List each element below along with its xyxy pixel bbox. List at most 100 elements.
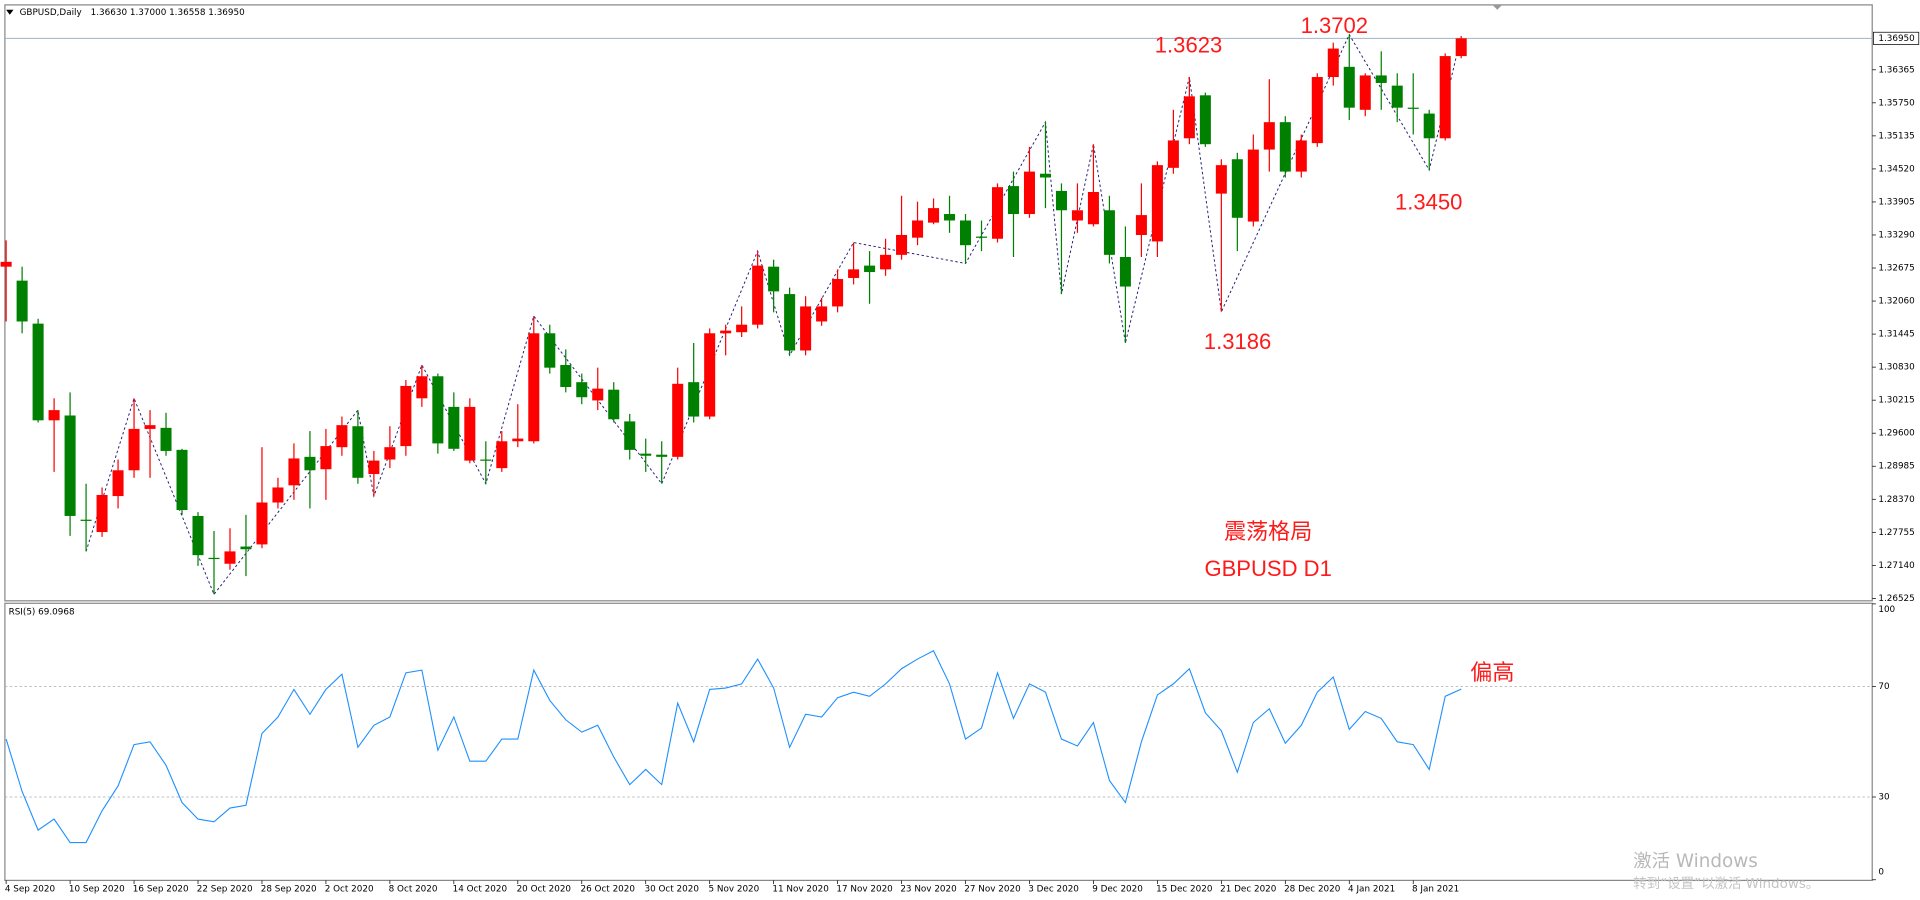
candle-body [1375,75,1387,83]
candle-body [1119,257,1131,287]
candle-body [928,208,940,223]
candle-body [384,447,396,460]
watermark: 转到“设置”以激活 Windows。 [1633,876,1819,892]
candle-body [1247,149,1259,222]
candle-body [960,220,972,246]
candle-body [128,428,140,471]
y-tick-label: 1.30830 [1878,363,1915,373]
candle-body [1343,66,1355,108]
zigzag-line [85,33,1462,596]
y-tick-label: 1.30215 [1878,396,1914,406]
rsi-annotation: 偏高 [1470,660,1514,685]
menu-arrow[interactable] [6,9,14,15]
candle-body [1295,140,1307,172]
candle-body [304,456,316,471]
x-tick-label: 15 Dec 2020 [1156,884,1213,894]
x-tick-label: 8 Jan 2021 [1412,884,1459,894]
candle-body [480,459,492,461]
candle-body [176,449,188,511]
annotation: 1.3623 [1155,32,1222,57]
candle-body [848,269,860,278]
candle-body [800,306,812,351]
annotation: GBPUSD D1 [1204,556,1331,581]
candle-body [112,470,124,497]
candle-body [1423,113,1435,139]
candle-body [1167,140,1179,168]
watermark: 激活 Windows [1633,851,1758,872]
candle-body [864,265,876,273]
candle-body [576,382,588,398]
candle-body [656,454,668,457]
x-tick-label: 17 Nov 2020 [836,884,893,894]
candle-body [320,446,332,470]
candle-body [1007,186,1019,215]
candle-body [288,458,300,486]
candle-body [608,389,620,420]
x-tick-label: 2 Oct 2020 [325,884,374,894]
y-tick-label: 1.28370 [1878,495,1915,505]
y-tick-label: 70 [1878,682,1890,692]
x-tick-label: 28 Dec 2020 [1284,884,1341,894]
x-tick-label: 23 Nov 2020 [900,884,957,894]
candle-body [400,385,412,447]
x-tick-label: 5 Nov 2020 [708,884,759,894]
annotation: 1.3186 [1204,329,1271,354]
y-tick-label: 1.29600 [1878,429,1915,439]
candle-body [272,487,284,503]
shift-marker [1492,4,1503,10]
candle-body [416,376,428,399]
main-panel [4,4,1873,602]
rsi-line [5,650,1462,844]
x-tick-label: 28 Sep 2020 [261,884,317,894]
candle-body [880,254,892,270]
y-tick-label: 1.28985 [1878,462,1914,472]
candle-body [1103,210,1115,255]
candle-body [1439,56,1451,139]
candle-body [1455,38,1467,57]
y-tick-label: 1.36365 [1878,65,1914,75]
x-tick-label: 11 Nov 2020 [772,884,829,894]
candle-body [592,388,604,401]
y-tick-label: 1.33905 [1878,197,1914,207]
y-tick-label: 30 [1878,793,1890,803]
candle-body [528,333,540,442]
rsi-title: RSI(5) 69.0968 [9,607,75,617]
candle-body [624,421,636,450]
header-value: 1.36558 [169,8,205,18]
y-tick-label: 1.35750 [1878,98,1915,108]
x-tick-label: 10 Sep 2020 [69,884,125,894]
candle-body [672,383,684,457]
candle-body [944,214,956,221]
candle-body [640,453,652,456]
current-price-box [1873,31,1920,45]
candle-body [544,333,556,368]
candle-body [160,427,172,451]
candle-body [0,261,12,267]
candle-body [16,280,28,322]
candle-body [1135,215,1147,235]
candle-body [144,425,156,429]
candle-body [32,323,44,421]
y-tick-label: 1.32060 [1878,297,1915,307]
x-tick-label: 4 Sep 2020 [5,884,56,894]
x-tick-label: 20 Oct 2020 [517,884,572,894]
y-tick-label: 1.27140 [1878,561,1915,571]
candle-body [80,519,92,521]
candle-body [1023,171,1035,215]
x-tick-label: 4 Jan 2021 [1348,884,1395,894]
chart-title: GBPUSD,Daily [20,8,82,18]
y-tick-label: 100 [1878,605,1895,615]
candle-body [48,410,60,421]
candle-body [512,438,524,442]
x-tick-label: 27 Nov 2020 [964,884,1021,894]
candle-body [224,551,236,564]
candle-body [464,406,476,461]
candle-body [1039,173,1051,178]
candle-body [1311,77,1323,144]
candle-body [991,187,1004,239]
candle-body [64,415,76,516]
x-tick-label: 30 Oct 2020 [644,884,699,894]
